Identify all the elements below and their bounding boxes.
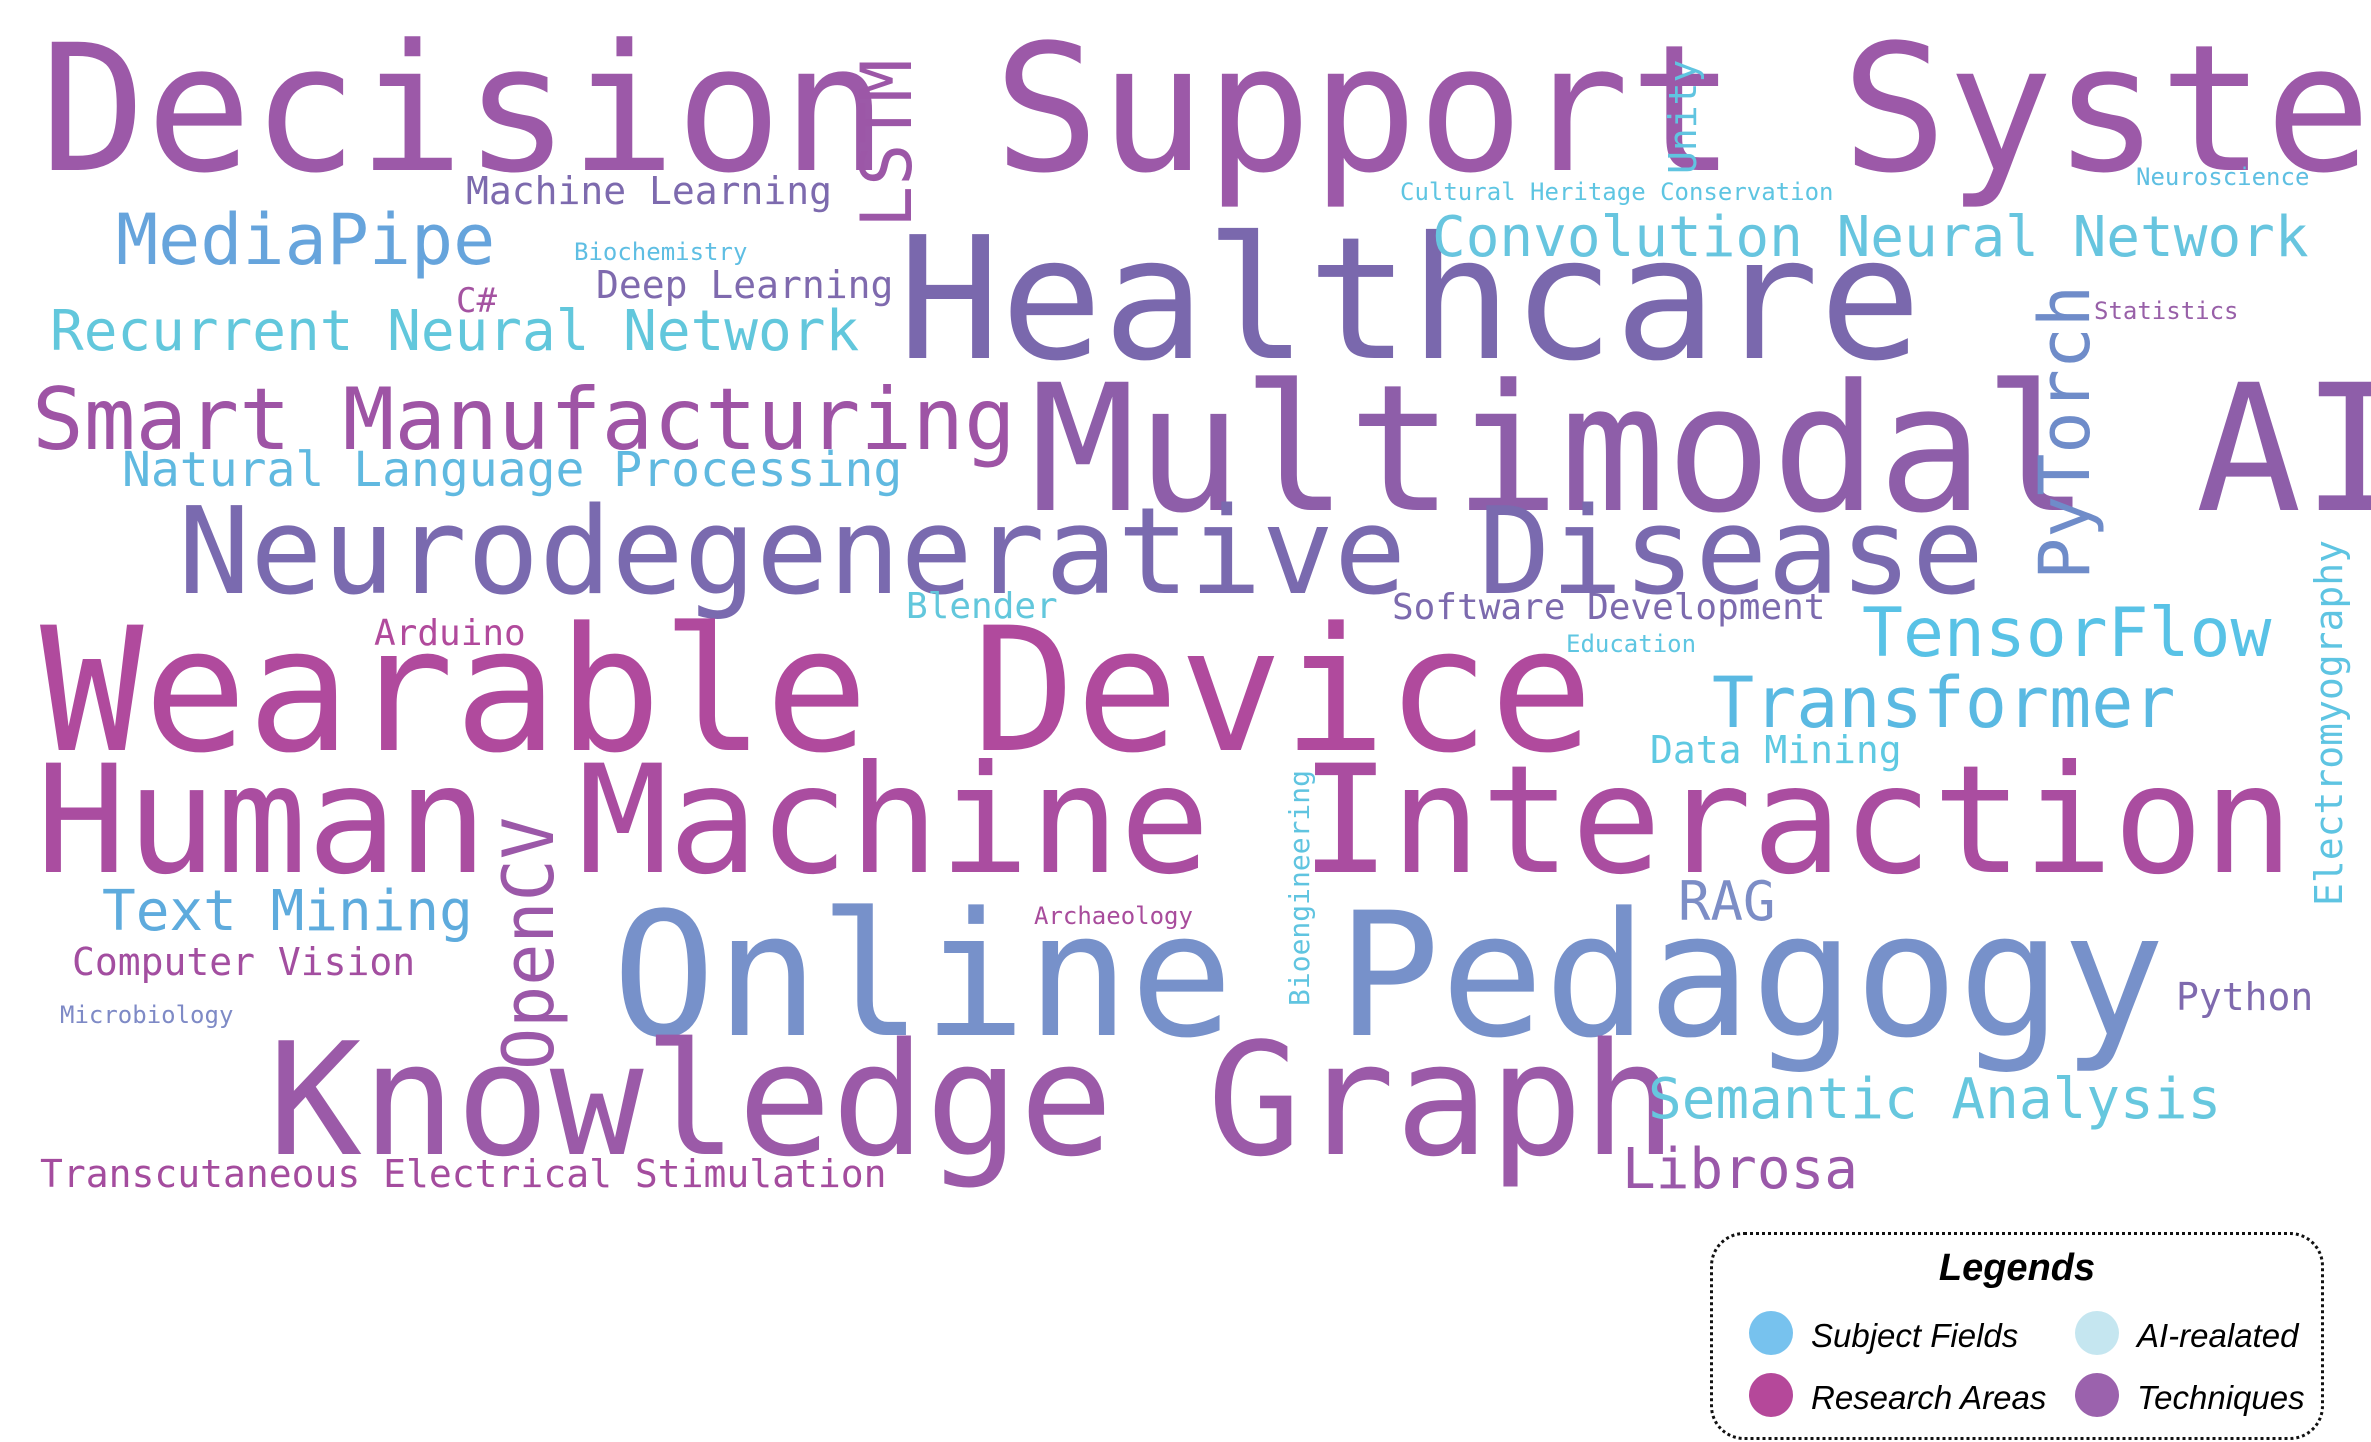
word-education: Education <box>1566 630 1697 658</box>
word-transcutaneous-electrical-stimulation: Transcutaneous Electrical Stimulation <box>40 1152 887 1196</box>
word-librosa: Librosa <box>1622 1137 1859 1202</box>
word-tensorflow: TensorFlow <box>1862 594 2272 673</box>
word-software-development: Software Development <box>1392 587 1826 628</box>
word-deep-learning: Deep Learning <box>596 263 894 307</box>
word-human-machine-interaction: Human Machine Interaction <box>36 734 2294 908</box>
legend-title: Legends <box>1938 1247 2096 1289</box>
word-multimodal-ai: Multimodal AI <box>1030 347 2371 552</box>
word-blender: Blender <box>906 586 1058 627</box>
word-python: Python <box>2176 975 2314 1019</box>
word-wearable-device: Wearable Device <box>40 590 1594 791</box>
legend-swatch-techniques <box>2075 1373 2119 1417</box>
word-mediapipe: MediaPipe <box>116 199 496 281</box>
word-semantic-analysis: Semantic Analysis <box>1648 1067 2222 1132</box>
legend-swatch-ai-related <box>2075 1311 2119 1355</box>
word-natural-language-processing: Natural Language Processing <box>122 442 903 498</box>
word-online-pedagogy: Online Pedagogy <box>612 875 2166 1076</box>
word-healthcare: Healthcare <box>898 201 1922 399</box>
word-arduino: Arduino <box>374 613 526 654</box>
word-pytorch: PyTorch <box>2024 284 2106 580</box>
word-lstm: LSTM <box>846 59 928 228</box>
legend-box: Legends Subject Fields AI-realated Resea… <box>1710 1232 2324 1440</box>
word-smart-manufacturing: Smart Manufacturing <box>32 370 1016 470</box>
word-cultural-heritage-conservation: Cultural Heritage Conservation <box>1400 178 1834 206</box>
word-knowledge-graph: Knowledge Graph <box>268 1009 1677 1191</box>
word-recurrent-neural-network: Recurrent Neural Network <box>50 299 860 364</box>
legend-label: AI-realated <box>2137 1317 2299 1354</box>
word-data-mining: Data Mining <box>1650 728 1902 772</box>
word-statistics: Statistics <box>2094 297 2239 325</box>
word-opencv: OpenCV <box>488 817 570 1070</box>
legend-label: Techniques <box>2137 1379 2305 1416</box>
word-microbiology: Microbiology <box>60 1001 234 1029</box>
word-rag: RAG <box>1678 870 1776 933</box>
word-transformer: Transformer <box>1712 662 2176 744</box>
legend-label: Research Areas <box>1811 1379 2047 1416</box>
word-archaeology: Archaeology <box>1034 902 1193 930</box>
word-computer-vision: Computer Vision <box>72 940 416 984</box>
word-biochemistry: Biochemistry <box>574 238 748 266</box>
legend-label: Subject Fields <box>1811 1317 2019 1354</box>
word-convolution-neural-network: Convolution Neural Network <box>1432 205 2309 270</box>
word-unity: Unity <box>1661 59 1705 174</box>
word-text-mining: Text Mining <box>102 879 473 944</box>
word-decision-support-system: Decision Support System <box>40 7 2371 212</box>
legend-swatch-research-areas <box>1749 1373 1793 1417</box>
word-electromyography: Electromyography <box>2307 539 2351 906</box>
word-bioengineering: Bioengineering <box>1283 769 1316 1006</box>
word-neurodegenerative-disease: Neurodegenerative Disease <box>178 483 1985 622</box>
legend-swatch-subject-fields <box>1749 1311 1793 1355</box>
word-csharp: C# <box>456 281 497 321</box>
word-machine-learning: Machine Learning <box>466 169 833 213</box>
word-neuroscience: Neuroscience <box>2136 163 2310 191</box>
